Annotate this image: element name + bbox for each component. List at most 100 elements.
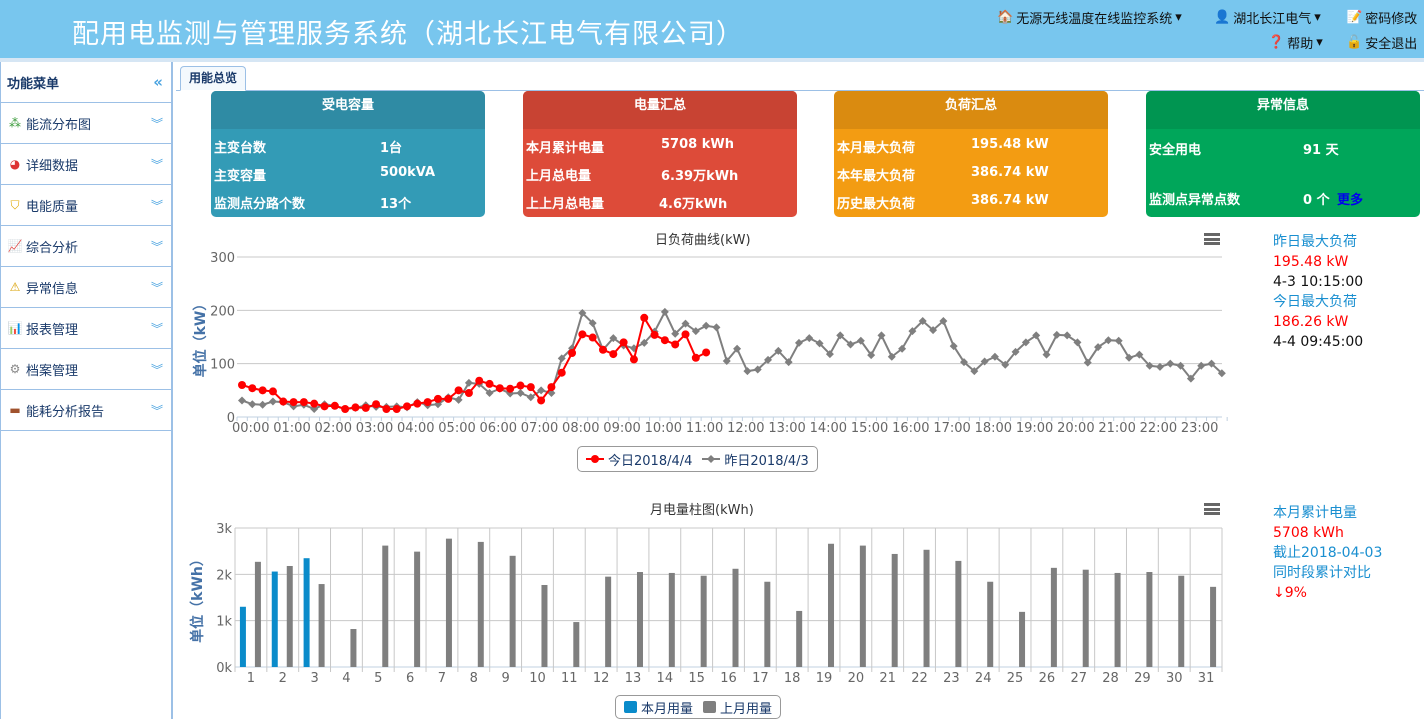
data-point	[268, 397, 277, 406]
sidebar-header: 功能菜单 «	[1, 62, 171, 103]
x-tick-label: 19:00	[1016, 421, 1053, 436]
data-point	[289, 402, 298, 411]
x-tick-label: 25	[1007, 671, 1024, 686]
chevron-down-icon: ︾	[150, 321, 163, 336]
row-label: 本月最大负荷	[837, 141, 916, 156]
data-point	[1104, 336, 1113, 345]
x-tick-label: 8	[470, 671, 478, 686]
data-point	[887, 352, 896, 361]
sidebar-item-analysis[interactable]: 📈 综合分析 ︾	[1, 226, 171, 267]
change-password-link[interactable]: 📝 密码修改	[1346, 8, 1417, 27]
data-point	[681, 319, 690, 328]
legend-item-yesterday[interactable]: 昨日2018/4/3	[702, 450, 809, 469]
data-point	[1042, 350, 1051, 359]
data-point	[764, 355, 773, 364]
data-point	[1021, 338, 1030, 347]
x-tick-label: 14	[657, 671, 674, 686]
data-point	[898, 344, 907, 353]
logout-link[interactable]: 🔓 安全退出	[1346, 33, 1417, 52]
x-tick-label: 7	[438, 671, 446, 686]
row-value: 500kVA	[380, 165, 436, 180]
data-point	[1063, 331, 1072, 340]
x-tick-label: 26	[1039, 671, 1056, 686]
sidebar-item-alerts[interactable]: ⚠ 异常信息 ︾	[1, 267, 171, 308]
x-tick-label: 12	[593, 671, 610, 686]
x-tick-label: 23	[943, 671, 960, 686]
card-title: 异常信息	[1146, 91, 1420, 129]
data-point	[330, 401, 339, 410]
data-point	[825, 350, 834, 359]
data-point	[423, 398, 432, 407]
x-tick-label: 22:00	[1140, 421, 1177, 436]
row-value: 4.6万kWh	[659, 197, 728, 212]
data-point	[743, 367, 752, 376]
sidebar-item-label: 综合分析	[26, 240, 79, 256]
legend-item-this-month[interactable]: 本月用量	[624, 698, 693, 717]
x-tick-label: 00:00	[232, 421, 269, 436]
card-capacity: 受电容量 主变台数 1台 主变容量 500kVA 监测点分路个数 13个	[211, 91, 485, 217]
data-point	[1186, 374, 1195, 383]
sidebar-item-energy-report[interactable]: ▬ 能耗分析报告 ︾	[1, 390, 171, 431]
sidebar-item-detail-data[interactable]: ◕ 详细数据 ︾	[1, 144, 171, 185]
card-alerts: 异常信息 安全用电 91 天 监测点异常点数 0 个更多	[1146, 91, 1420, 217]
logout-icon: 🔓	[1346, 35, 1363, 50]
data-point	[939, 317, 948, 325]
data-point	[557, 368, 566, 377]
x-tick-label: 28	[1102, 671, 1119, 686]
data-point	[609, 334, 618, 343]
x-tick-label: 12:00	[727, 421, 764, 436]
data-point	[846, 340, 855, 349]
legend-item-last-month[interactable]: 上月用量	[703, 698, 772, 717]
line-chart: 0 100 200 300 00:00 01:00 02:00 03:00 04:00 05:00…	[192, 251, 1228, 436]
row-label: 上上月总电量	[526, 197, 605, 212]
bar-chart-menu-icon[interactable]	[1204, 503, 1220, 515]
data-point	[1125, 353, 1134, 362]
data-point	[1001, 360, 1010, 369]
link-label: 无源无线温度在线监控系统	[1016, 12, 1173, 27]
collapse-sidebar-icon[interactable]: «	[153, 73, 163, 91]
today-max-value: 186.26 kW	[1273, 314, 1349, 330]
data-point	[691, 327, 700, 336]
data-point	[671, 329, 680, 338]
temperature-system-menu[interactable]: 🏠 无源无线温度在线监控系统 ▾	[997, 8, 1182, 27]
link-label: 密码修改	[1365, 12, 1418, 27]
sidebar-item-archives[interactable]: ⚙ 档案管理 ︾	[1, 349, 171, 390]
app-title: 配用电监测与管理服务系统（湖北长江电气有限公司）	[72, 19, 744, 50]
bar	[859, 545, 866, 667]
red-circle-marker-icon	[586, 455, 604, 463]
shield-icon: ⛉	[10, 197, 20, 212]
tab-energy-overview[interactable]: 用能总览	[180, 66, 247, 91]
data-point	[310, 399, 319, 408]
more-link[interactable]: 更多	[1337, 193, 1364, 208]
blue-swatch-icon	[624, 701, 637, 713]
sidebar-item-energy-flow[interactable]: ⁂ 能流分布图 ︾	[1, 103, 171, 144]
bar	[414, 551, 421, 667]
data-point	[547, 383, 556, 392]
row-value: 386.74 kW	[971, 165, 1049, 180]
legend-label: 昨日2018/4/3	[724, 453, 809, 469]
y-tick-label: 100	[210, 358, 235, 373]
user-menu[interactable]: 👤 湖北长江电气 ▾	[1214, 8, 1321, 27]
gear-icon: ⚙	[9, 362, 21, 376]
bar	[987, 581, 994, 667]
help-menu[interactable]: ❓ 帮助 ▾	[1268, 33, 1323, 52]
data-point	[784, 358, 793, 367]
data-point	[557, 354, 566, 363]
data-point	[929, 326, 938, 335]
sidebar-item-reports[interactable]: 📊 报表管理 ︾	[1, 308, 171, 349]
x-tick-label: 14:00	[810, 421, 847, 436]
legend-item-today[interactable]: 今日2018/4/4	[586, 450, 692, 469]
row-label: 主变台数	[214, 141, 267, 156]
sidebar-item-label: 异常信息	[26, 281, 79, 297]
legend-label: 今日2018/4/4	[608, 453, 693, 469]
data-point	[1032, 331, 1041, 340]
series-line	[241, 309, 1223, 411]
sidebar-item-power-quality[interactable]: ⛉ 电能质量 ︾	[1, 185, 171, 226]
bar	[1114, 572, 1121, 667]
line-chart-menu-icon[interactable]	[1204, 233, 1220, 245]
x-tick-label: 30	[1166, 671, 1183, 686]
x-tick-label: 03:00	[356, 421, 393, 436]
data-point	[537, 396, 546, 405]
chevron-down-icon: ︾	[150, 280, 163, 295]
x-tick-label: 31	[1198, 671, 1215, 686]
